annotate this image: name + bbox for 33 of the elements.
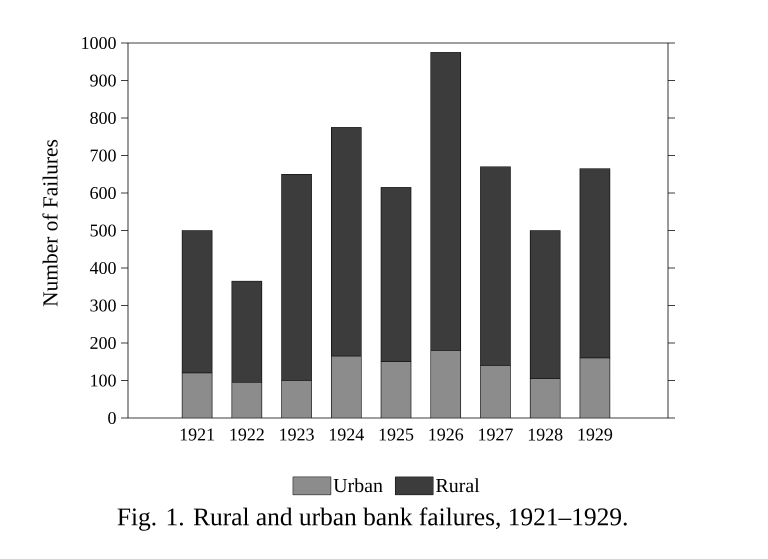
- y-tick-label: 500: [90, 224, 116, 237]
- bar: [580, 358, 610, 418]
- bar: [430, 350, 461, 418]
- x-tick-label: 1924: [330, 428, 364, 441]
- bar: [480, 366, 510, 418]
- y-tick-label: 1000: [82, 36, 116, 50]
- x-tick-label: 1928: [528, 428, 562, 441]
- bar: [182, 373, 212, 418]
- y-tick-label: 800: [90, 112, 116, 124]
- bar: [232, 382, 262, 418]
- x-tick-label: 1922: [230, 428, 264, 441]
- legend-label: Rural: [436, 478, 480, 492]
- bar: [282, 380, 312, 418]
- x-tick-label: 1926: [429, 428, 464, 441]
- bar: [530, 378, 560, 418]
- bar: [331, 356, 362, 418]
- y-tick-label: 400: [90, 262, 116, 274]
- x-tick-label: 1929: [578, 428, 612, 441]
- y-tick-label: 200: [90, 336, 116, 350]
- x-tick-label: 1923: [280, 428, 314, 441]
- y-axis-title: Number of Failures: [42, 140, 58, 306]
- y-tick-label: 900: [90, 74, 116, 87]
- y-tick-label: 700: [90, 149, 116, 162]
- legend-label: Urban: [334, 478, 383, 492]
- text: Fig. 1. Rural and urban bank failures, 1921–1929.: [118, 507, 627, 531]
- x-tick-label: 1925: [380, 428, 414, 441]
- bar: [381, 362, 412, 418]
- y-tick-label: 600: [90, 186, 116, 200]
- y-tick-label: 100: [91, 374, 116, 387]
- x-tick-label: 1927: [479, 428, 513, 441]
- y-tick-label: 0: [108, 412, 116, 424]
- y-tick-label: 300: [90, 299, 116, 312]
- x-tick-label: 1921: [180, 428, 214, 441]
